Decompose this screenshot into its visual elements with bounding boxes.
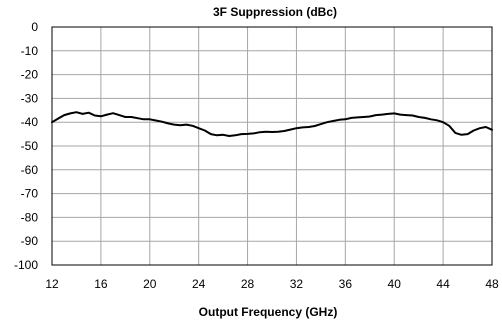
y-tick-label: -90 — [21, 234, 39, 248]
series-line — [51, 111, 493, 137]
y-axis: 0 -10 -20 -30 -40 -50 -60 -70 -80 -90 -100 — [14, 20, 38, 272]
x-tick-label: 20 — [143, 277, 157, 291]
x-tick-label: 48 — [485, 277, 499, 291]
x-tick-label: 16 — [94, 277, 108, 291]
y-tick-label: -20 — [21, 68, 39, 82]
plot-frame — [51, 26, 493, 266]
y-tick-label: -30 — [21, 91, 39, 105]
y-tick-label: -60 — [21, 163, 39, 177]
series-group — [51, 111, 493, 137]
y-tick-label: -70 — [21, 187, 39, 201]
y-tick-label: -50 — [21, 139, 39, 153]
y-tick-label: 0 — [31, 20, 38, 34]
x-tick-label: 12 — [45, 277, 59, 291]
x-axis-label: Output Frequency (GHz) — [199, 305, 338, 319]
y-tick-label: -100 — [14, 258, 38, 272]
x-tick-label: 32 — [290, 277, 304, 291]
x-tick-label: 28 — [241, 277, 255, 291]
y-tick-label: -10 — [21, 44, 39, 58]
y-tick-label: -80 — [21, 210, 39, 224]
x-tick-label: 40 — [388, 277, 402, 291]
x-axis: 12 16 20 24 28 32 36 40 44 48 — [45, 277, 499, 291]
x-tick-label: 24 — [192, 277, 206, 291]
x-tick-label: 44 — [436, 277, 450, 291]
x-tick-label: 36 — [339, 277, 353, 291]
chart-title: 3F Suppression (dBc) — [213, 5, 337, 19]
y-tick-label: -40 — [21, 115, 39, 129]
